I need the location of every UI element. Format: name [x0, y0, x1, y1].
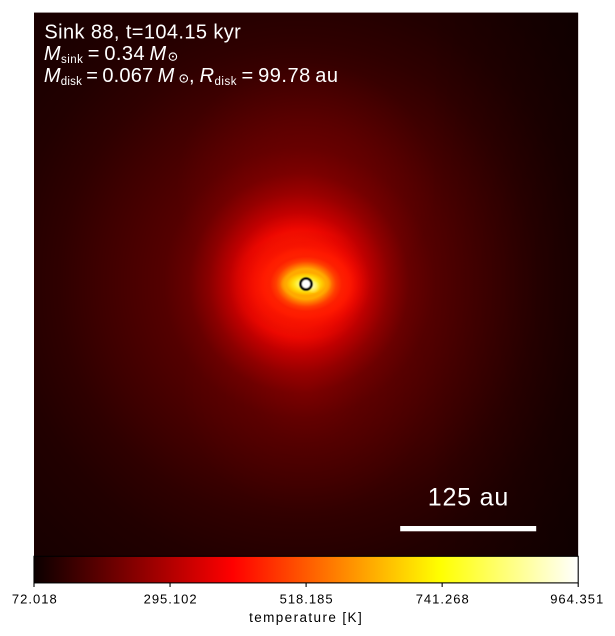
svg-text:964.351: 964.351 — [550, 592, 604, 607]
svg-text:Mdisk = 0.067 M: Mdisk = 0.067 M — [44, 65, 175, 88]
svg-text:295.102: 295.102 — [144, 592, 198, 607]
svg-text:518.185: 518.185 — [280, 592, 334, 607]
svg-text:125 au: 125 au — [428, 484, 509, 512]
svg-text:, Rdisk = 99.78 au: , Rdisk = 99.78 au — [189, 65, 338, 88]
svg-text:741.268: 741.268 — [416, 592, 470, 607]
svg-text:temperature [K]: temperature [K] — [249, 610, 363, 625]
svg-text:Msink = 0.34 M: Msink = 0.34 M — [44, 43, 167, 66]
svg-text:Sink 88, t=104.15 kyr: Sink 88, t=104.15 kyr — [44, 22, 241, 44]
svg-text:72.018: 72.018 — [12, 592, 58, 607]
